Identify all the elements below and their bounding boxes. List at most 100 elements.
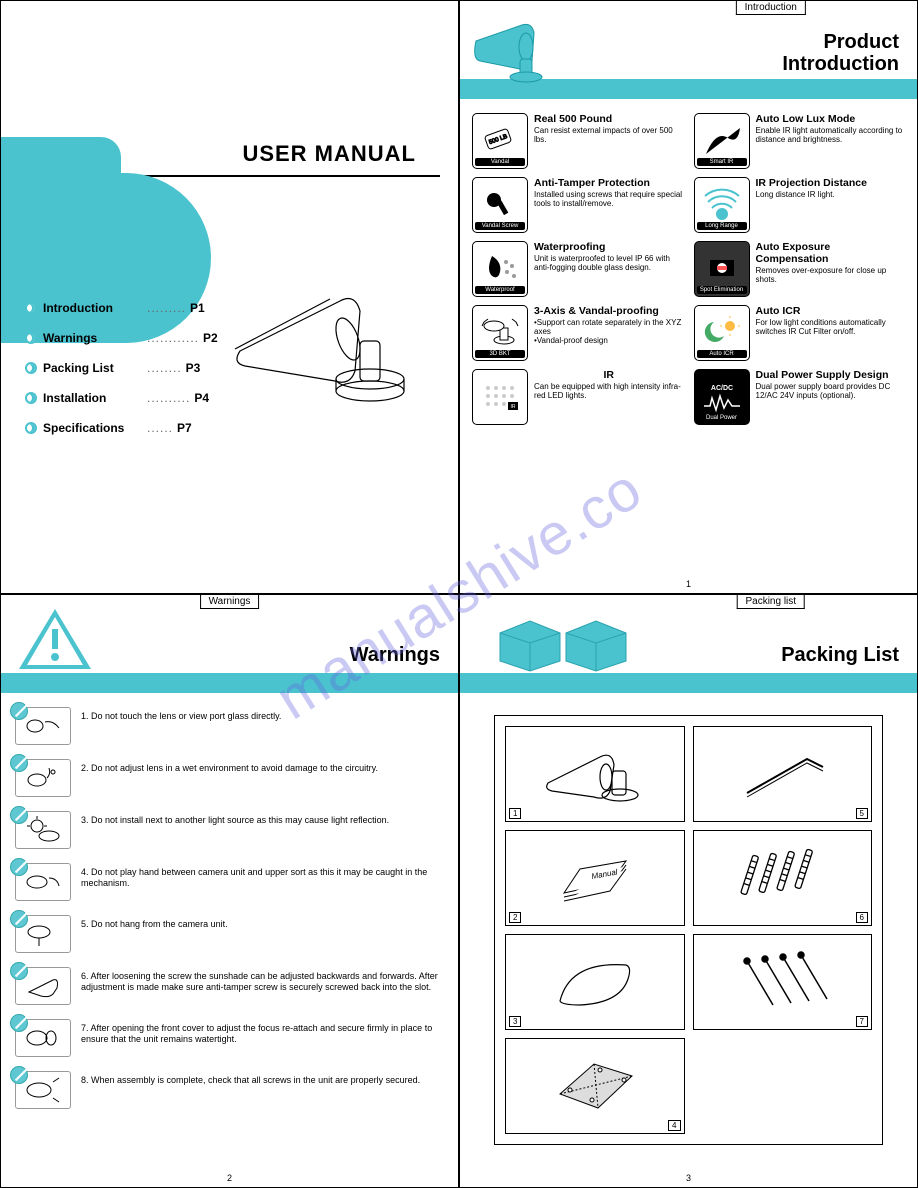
warning-pictogram-icon (15, 915, 71, 953)
toc-page: P1 (190, 301, 205, 315)
page-number: 2 (227, 1173, 232, 1183)
packing-cell-screws: 7 (693, 934, 873, 1030)
warning-item: 6. After loosening the screw the sunshad… (15, 967, 442, 1005)
warning-text: 7. After opening the front cover to adju… (81, 1019, 442, 1046)
toc-label: Introduction (43, 301, 143, 315)
toc-bullet-icon (25, 302, 37, 314)
feature-badge: Long Range (697, 222, 747, 230)
warning-triangle-icon (17, 607, 93, 671)
feature-item: 3D BKT 3-Axis & Vandal-proofing •Support… (472, 305, 684, 361)
feature-icon-ir: IR (472, 369, 528, 425)
intro-title: Product Introduction (782, 31, 899, 75)
feature-desc: Installed using screws that require spec… (534, 190, 684, 208)
page-number: 1 (686, 579, 691, 589)
warning-item: 4. Do not play hand between camera unit … (15, 863, 442, 901)
toc-bullet-icon (25, 332, 37, 344)
feature-desc: For low light conditions automatically s… (756, 318, 906, 336)
warnings-panel: Warnings Warnings 1. Do not touch the le… (0, 594, 459, 1188)
feature-desc: Can resist external impacts of over 500 … (534, 126, 684, 144)
packing-number: 3 (509, 1016, 521, 1027)
feature-desc: Can be equipped with high intensity infr… (534, 382, 684, 400)
toc-dots: .......... (147, 391, 190, 405)
feature-desc: Dual power supply board provides DC 12/A… (756, 382, 906, 400)
feature-badge: Auto ICR (697, 350, 747, 358)
warnings-title: Warnings (350, 644, 440, 667)
feature-icon-dual-power: AC/DC Dual Power (694, 369, 750, 425)
feature-title: IR (534, 369, 684, 381)
toc-label: Installation (43, 391, 143, 405)
feature-badge: Vandal (475, 158, 525, 166)
toc-page: P3 (186, 361, 201, 375)
feature-item: Auto ICR Auto ICR For low light conditio… (694, 305, 906, 361)
feature-icon-smart-ir: Smart IR (694, 113, 750, 169)
packing-cell-camera: 1 (505, 726, 685, 822)
feature-title: Auto Exposure Compensation (756, 241, 906, 265)
warning-item: 3. Do not install next to another light … (15, 811, 442, 849)
toc-label: Warnings (43, 331, 143, 345)
feature-icon-spot-elimination: Spot Elimination (694, 241, 750, 297)
warning-item: 2. Do not adjust lens in a wet environme… (15, 759, 442, 797)
toc-dots: ............ (147, 331, 199, 345)
feature-title: IR Projection Distance (756, 177, 906, 189)
warning-item: 5. Do not hang from the camera unit. (15, 915, 442, 953)
feature-item: Spot Elimination Auto Exposure Compensat… (694, 241, 906, 297)
packing-title: Packing List (781, 644, 899, 667)
feature-item: Waterproof Waterproofing Unit is waterpr… (472, 241, 684, 297)
feature-desc: Long distance IR light. (756, 190, 906, 199)
introduction-panel: Introduction Product Introduction 500 L (459, 0, 918, 594)
warning-text: 4. Do not play hand between camera unit … (81, 863, 442, 890)
feature-badge: Spot Elimination (697, 286, 747, 294)
packing-cell-anchors: 6 (693, 830, 873, 926)
toc-row: Introduction ......... P1 (25, 301, 218, 315)
warnings-header: Warnings (1, 595, 458, 673)
feature-badge: Waterproof (475, 286, 525, 294)
toc-page: P7 (177, 421, 192, 435)
feature-item: Long Range IR Projection Distance Long d… (694, 177, 906, 233)
warning-text: 1. Do not touch the lens or view port gl… (81, 707, 281, 722)
warning-text: 8. When assembly is complete, check that… (81, 1071, 420, 1086)
toc-bullet-icon (25, 422, 37, 434)
warning-pictogram-icon (15, 759, 71, 797)
feature-title: Dual Power Supply Design (756, 369, 906, 381)
feature-icon-long-range: Long Range (694, 177, 750, 233)
toc-bullet-icon (25, 392, 37, 404)
toc-row: Packing List ........ P3 (25, 361, 218, 375)
header-accent-bar (460, 673, 917, 693)
warning-text: 6. After loosening the screw the sunshad… (81, 967, 442, 994)
warning-item: 8. When assembly is complete, check that… (15, 1071, 442, 1109)
feature-item: Vandal Screw Anti-Tamper Protection Inst… (472, 177, 684, 233)
toc-row: Installation .......... P4 (25, 391, 218, 405)
toc-dots: ......... (147, 301, 186, 315)
toc-row: Warnings ............ P2 (25, 331, 218, 345)
feature-desc: Enable IR light automatically according … (756, 126, 906, 144)
intro-header: Product Introduction (460, 1, 917, 79)
feature-title: Real 500 Pound (534, 113, 684, 125)
warning-text: 2. Do not adjust lens in a wet environme… (81, 759, 378, 774)
feature-item: IR IR Can be equipped with high intensit… (472, 369, 684, 425)
feature-title: 3-Axis & Vandal-proofing (534, 305, 684, 317)
intro-title-line1: Product (782, 31, 899, 53)
packing-cell-manual: Manual 2 (505, 830, 685, 926)
warning-text: 3. Do not install next to another light … (81, 811, 389, 826)
camera-header-icon (470, 15, 560, 83)
toc-row: Specifications ...... P7 (25, 421, 218, 435)
warning-item: 1. Do not touch the lens or view port gl… (15, 707, 442, 745)
feature-item: 500 LB Vandal Real 500 Pound Can resist … (472, 113, 684, 169)
feature-title: Anti-Tamper Protection (534, 177, 684, 189)
warning-text: 5. Do not hang from the camera unit. (81, 915, 228, 930)
feature-icon-vandal-screw: Vandal Screw (472, 177, 528, 233)
header-accent-bar (1, 673, 458, 693)
packing-grid-frame: 1 5 Manual 2 6 (494, 715, 883, 1145)
toc-label: Packing List (43, 361, 143, 375)
warning-pictogram-icon (15, 863, 71, 901)
svg-text:IR: IR (511, 404, 516, 410)
packing-number: 5 (856, 808, 868, 819)
warnings-list: 1. Do not touch the lens or view port gl… (1, 693, 458, 1127)
warning-pictogram-icon (15, 967, 71, 1005)
table-of-contents: Introduction ......... P1 Warnings .....… (25, 301, 218, 451)
packing-cell-template: 4 (505, 1038, 685, 1134)
toc-dots: ........ (147, 361, 182, 375)
cover-panel: USER MANUAL Introduction ......... P1 Wa… (0, 0, 459, 594)
camera-product-illustration (220, 231, 430, 431)
feature-title: Auto Low Lux Mode (756, 113, 906, 125)
